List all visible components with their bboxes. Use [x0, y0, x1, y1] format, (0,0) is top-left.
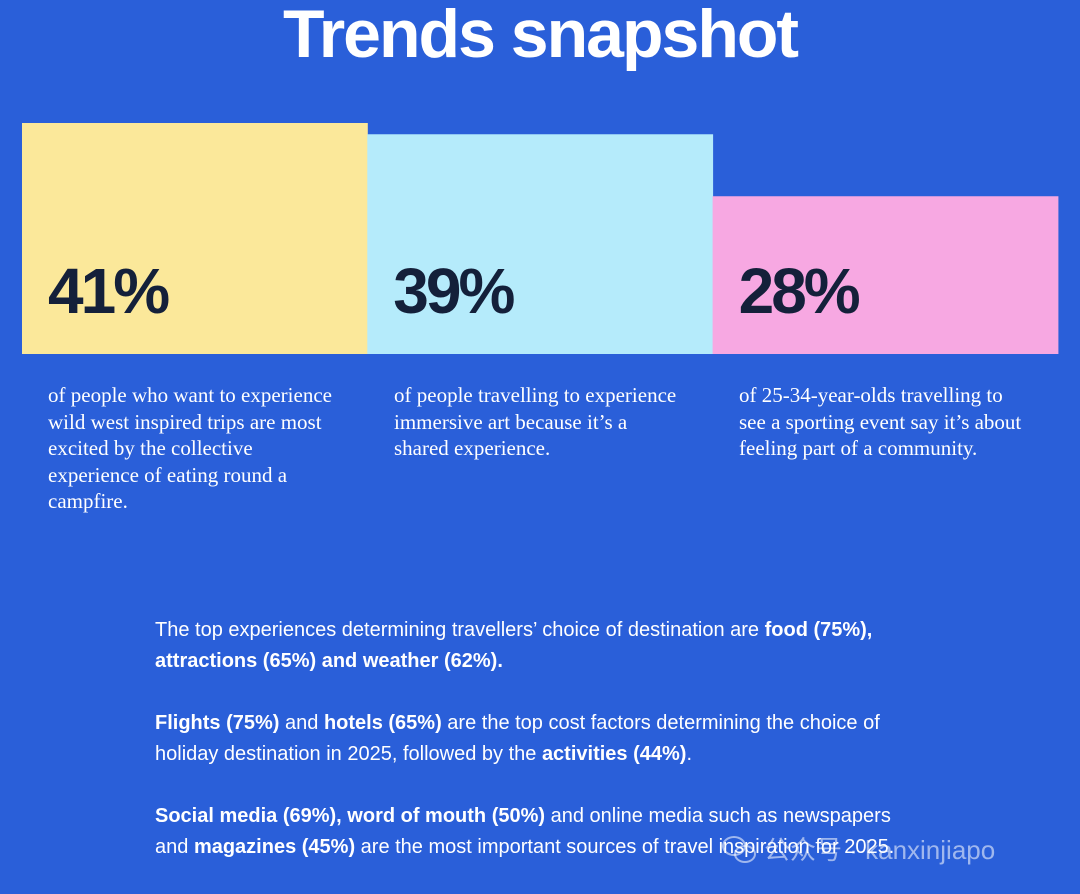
bar-1 — [22, 123, 368, 354]
bar-description-1: of people who want to experience wild we… — [48, 383, 332, 513]
finding-segment: food (75%), attractions (65%) and weathe… — [155, 619, 873, 672]
finding-segment: hotels (65%) — [323, 712, 442, 734]
watermark-text: 公众号 · kanxinjiapo — [764, 835, 996, 865]
finding-segment: are the most important sources of travel… — [355, 836, 895, 858]
finding-3: Social media (69%), word of mouth (50%) … — [155, 801, 915, 863]
finding-segment: Flights (75%) — [155, 712, 280, 734]
wechat-icon — [722, 834, 756, 864]
bar-value-label-3: 28% — [739, 255, 860, 327]
finding-segment: and — [279, 712, 324, 734]
bar-value-label-1: 41% — [48, 255, 169, 327]
finding-segment: . — [686, 743, 693, 765]
finding-segment: activities (44%) — [541, 743, 687, 765]
page-title: Trends snapshot — [282, 0, 799, 72]
finding-segment: and online media such as newspapers and — [155, 805, 891, 858]
finding-2: Flights (75%) and hotels (65%) are the t… — [155, 708, 915, 770]
key-findings: The top experiences determining travelle… — [155, 615, 915, 894]
bar-value-label-2: 39% — [393, 255, 514, 327]
bar-2 — [367, 134, 714, 354]
finding-segment: are the top cost factors determining the… — [155, 712, 880, 765]
finding-segment: Social media (69%), word of mouth (50%) — [155, 805, 546, 827]
bar-description-3: of 25-34-year-olds travelling to see a s… — [739, 383, 1022, 460]
bar-3 — [712, 196, 1059, 354]
bar-description-2: of people travelling to experience immer… — [394, 383, 677, 460]
finding-1: The top experiences determining travelle… — [155, 615, 915, 677]
watermark: 公众号 · kanxinjiapo — [722, 830, 995, 867]
finding-segment: The top experiences determining travelle… — [155, 619, 765, 641]
finding-segment: magazines (45%) — [193, 836, 356, 858]
